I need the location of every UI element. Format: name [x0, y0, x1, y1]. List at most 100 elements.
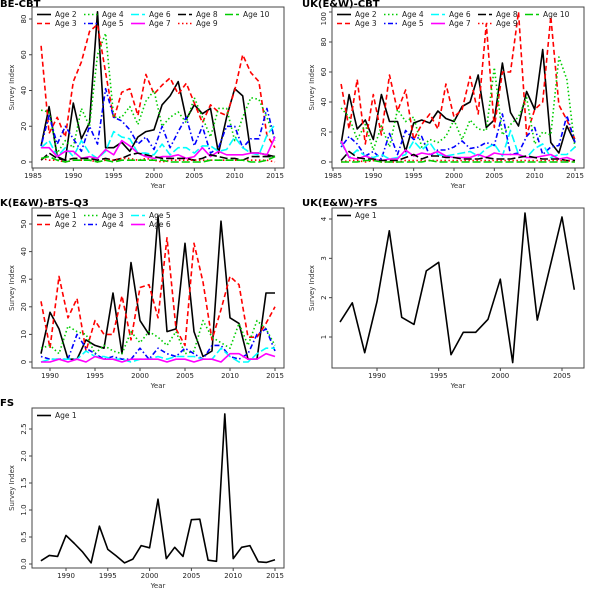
x-tick-label: 1995 — [430, 372, 448, 380]
x-tick-label: 2010 — [224, 572, 242, 580]
legend-label: Age 3 — [355, 19, 377, 28]
plot-frame — [31, 6, 285, 169]
series-line-age-1 — [40, 413, 276, 564]
chart-title: BE-CBT — [0, 0, 41, 10]
legend-label: Age 4 — [402, 10, 424, 19]
legend-label: Age 8 — [196, 10, 218, 19]
series-line-age-10 — [40, 155, 276, 163]
chart-title: UK(E&W)-CBT — [302, 0, 380, 10]
x-tick-label: 2000 — [145, 172, 163, 180]
y-tick-label: 3 — [320, 256, 328, 260]
legend-label: Age 2 — [355, 10, 377, 19]
chart-panel-4: UK(E&W)-YFS 1990 1995 2000 2005 1 2 3 4 Year Surve… — [302, 198, 585, 390]
y-tick-label: 1.5 — [20, 477, 28, 488]
series-line-age-1 — [339, 212, 576, 364]
x-tick-label: 1990 — [41, 372, 59, 380]
x-tick-label: 2000 — [491, 372, 509, 380]
plot-frame — [31, 207, 285, 369]
y-tick-label: 80 — [320, 38, 328, 47]
y-tick-label: 100 — [320, 12, 328, 25]
chart-title: FS — [0, 398, 14, 409]
chart-panel-2: UK(E&W)-CBT 1985 1990 1995 2000 2005 2010 2015 0… — [302, 0, 585, 190]
x-tick-label: 1995 — [86, 372, 104, 380]
y-tick-label: 20 — [20, 302, 28, 311]
legend-label: Age 2 — [55, 10, 77, 19]
chart-panel-5: FS 1990 1995 2000 2005 2010 2015 0.0 0.5 1.0 1.5 2.… — [0, 398, 285, 590]
y-tick-label: 40 — [20, 86, 28, 95]
plot-frame — [331, 207, 585, 369]
y-tick-label: 0 — [320, 160, 328, 164]
x-axis-label: Year — [150, 182, 166, 190]
y-axis-label: Survey Index — [8, 465, 16, 511]
series-line-age-6 — [340, 129, 576, 160]
series-line-age-8 — [340, 150, 575, 162]
legend-label: Age 1 — [55, 211, 77, 220]
x-tick-label: 2015 — [266, 172, 284, 180]
x-tick-label: 2000 — [445, 172, 463, 180]
legend-label: Age 6 — [149, 220, 171, 229]
x-axis-label: Year — [150, 382, 166, 390]
series-line-age-10 — [341, 159, 575, 163]
chart-panel-3: K(E&W)-BTS-Q3 1990 1995 2000 2005 2010 2015 0 10… — [0, 198, 285, 390]
legend-label: Age 5 — [402, 19, 424, 28]
chart-panel-1: BE-CBT 1985 1990 1995 2000 2005 2010 2015 0 20 40 6… — [0, 0, 285, 190]
legend-label: Age 10 — [543, 10, 570, 19]
x-tick-label: 1995 — [105, 172, 123, 180]
series-line-age-9 — [40, 157, 276, 163]
series-line-age-6 — [41, 352, 276, 363]
y-axis-label: Survey Index — [308, 265, 316, 311]
series-line-age-4 — [40, 328, 276, 361]
series-line-age-4 — [340, 56, 576, 151]
legend-label: Age 8 — [496, 10, 518, 19]
legend-label: Age 6 — [149, 10, 171, 19]
x-tick-label: 2010 — [221, 372, 239, 380]
y-tick-label: 0.5 — [20, 531, 28, 542]
y-tick-label: 60 — [320, 68, 328, 77]
legend: Age 1 — [37, 411, 77, 420]
x-tick-label: 2015 — [566, 172, 584, 180]
legend-label: Age 7 — [149, 19, 171, 28]
x-axis-label: Year — [450, 182, 466, 190]
plot-frame — [331, 6, 585, 169]
legend-label: Age 1 — [55, 411, 77, 420]
y-tick-label: 40 — [320, 98, 328, 107]
x-tick-label: 1990 — [364, 172, 382, 180]
y-tick-label: 60 — [20, 50, 28, 59]
series-line-age-1 — [40, 214, 275, 361]
x-tick-label: 2015 — [266, 372, 284, 380]
y-axis-label: Survey Index — [8, 265, 16, 311]
legend-label: Age 4 — [102, 10, 124, 19]
x-tick-label: 2010 — [226, 172, 244, 180]
legend-label: Age 2 — [55, 220, 77, 229]
x-tick-label: 1985 — [24, 172, 42, 180]
y-tick-label: 10 — [20, 330, 28, 339]
legend-label: Age 6 — [449, 10, 471, 19]
x-axis-label: Year — [450, 382, 466, 390]
y-tick-label: 50 — [20, 220, 28, 229]
legend-label: Age 1 — [355, 211, 377, 220]
legend: Age 1 — [337, 211, 377, 220]
y-tick-label: 0.0 — [20, 558, 28, 569]
series-line-age-4 — [40, 32, 276, 154]
x-tick-label: 1995 — [405, 172, 423, 180]
y-tick-label: 40 — [20, 247, 28, 256]
x-tick-label: 2005 — [185, 172, 203, 180]
legend-label: Age 5 — [149, 211, 171, 220]
x-tick-label: 2005 — [485, 172, 503, 180]
legend-label: Age 10 — [243, 10, 270, 19]
x-tick-label: 1990 — [368, 372, 386, 380]
chart-title: UK(E&W)-YFS — [302, 198, 378, 209]
y-tick-label: 20 — [20, 122, 28, 131]
legend-label: Age 3 — [55, 19, 77, 28]
y-axis-label: Survey Index — [8, 65, 16, 111]
y-tick-label: 80 — [20, 15, 28, 24]
plot-frame — [31, 407, 285, 569]
x-tick-label: 2005 — [553, 372, 571, 380]
y-tick-label: 30 — [20, 275, 28, 284]
series-line-age-3 — [340, 11, 576, 145]
legend-label: Age 5 — [102, 19, 124, 28]
